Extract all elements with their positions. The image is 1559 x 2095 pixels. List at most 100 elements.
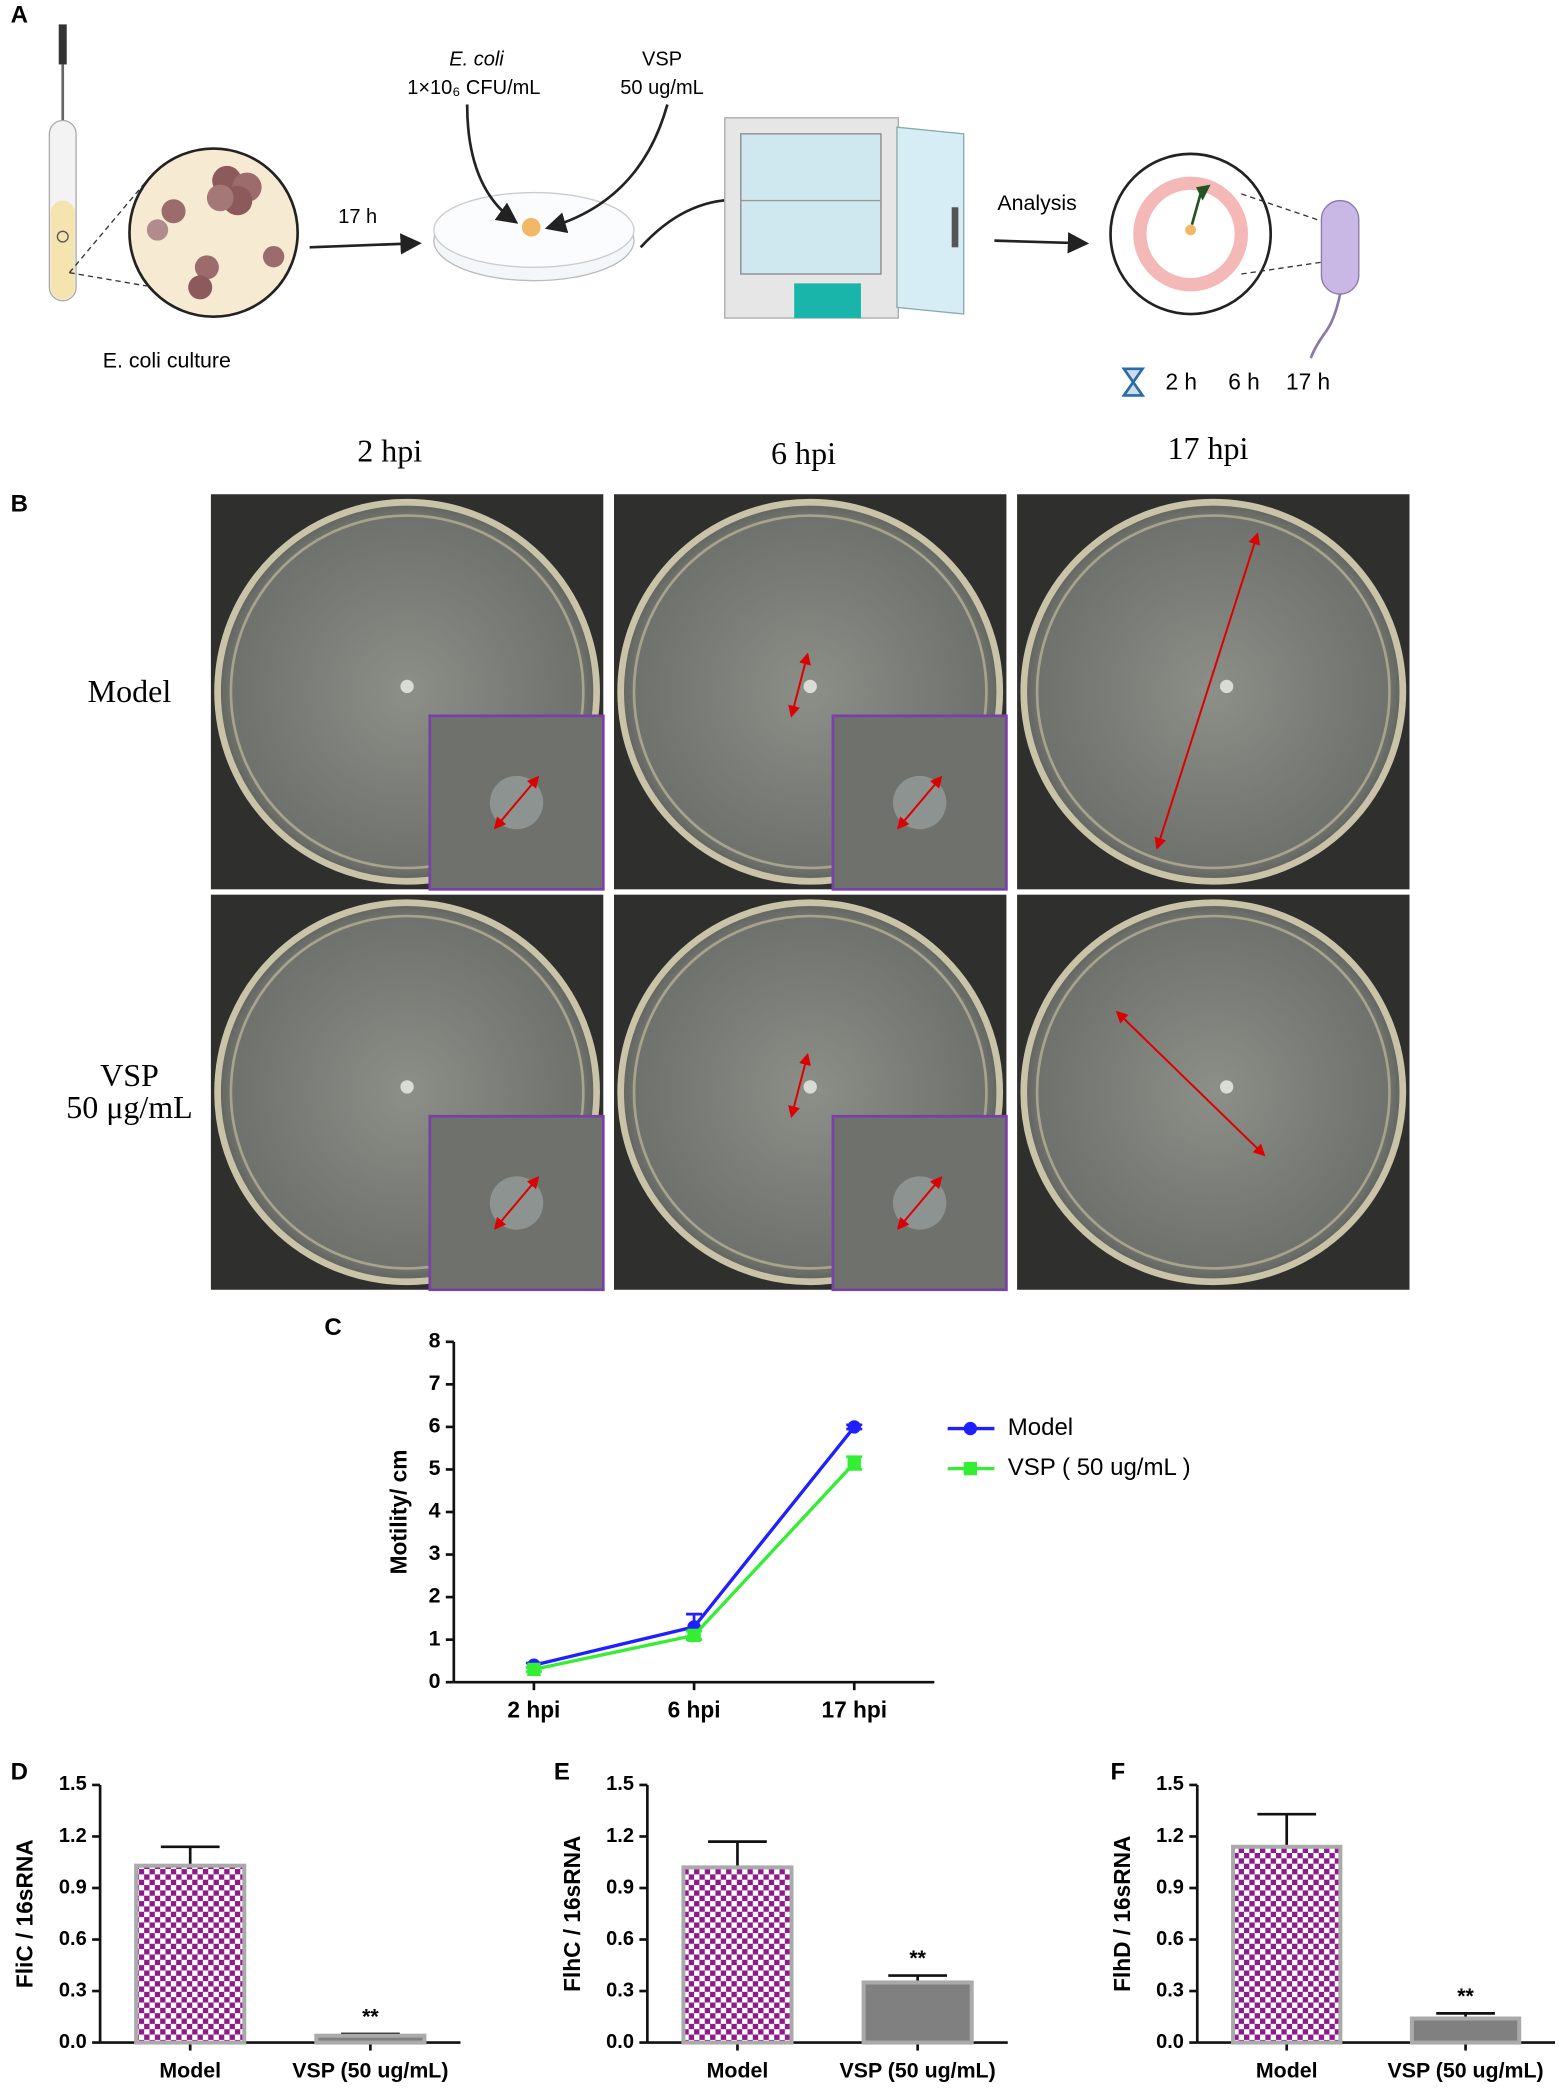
y-tick-label: 1.5 xyxy=(59,1773,87,1795)
measure-arrow xyxy=(493,775,540,830)
error-bar xyxy=(160,1845,220,1866)
measure-arrow xyxy=(493,1176,540,1230)
panel-letter: B xyxy=(11,490,28,517)
zoom-line xyxy=(69,272,147,287)
x-tick-label: Model xyxy=(1256,2059,1318,2083)
y-axis-label: Motility/ cm xyxy=(385,1450,411,1575)
measure-arrow xyxy=(788,652,811,718)
y-tick-label: 2 xyxy=(429,1584,441,1608)
y-tick-label: 0.0 xyxy=(606,2031,634,2053)
plate-rim xyxy=(229,914,585,1270)
panel-letter: F xyxy=(1111,1758,1126,1785)
y-tick-label: 0.3 xyxy=(1156,1979,1184,2001)
x-tick-label: VSP (50 ug/mL) xyxy=(292,2059,448,2083)
inoculum xyxy=(400,679,414,694)
bar xyxy=(314,2033,427,2045)
timepoint: 6 h xyxy=(1228,368,1260,394)
panel-letter: C xyxy=(324,1314,341,1341)
inset xyxy=(831,714,1008,891)
y-tick-label: 0.9 xyxy=(606,1876,634,1898)
bar xyxy=(1409,2016,1522,2045)
legend-marker xyxy=(963,1421,978,1436)
y-tick-label: 0.3 xyxy=(59,1979,87,2001)
y-axis-label: FliC / 16sRNA xyxy=(12,1839,38,1988)
point xyxy=(847,1420,861,1434)
arrow xyxy=(465,104,519,224)
test-tube xyxy=(48,24,77,302)
y-tick-label: 0.6 xyxy=(1156,1928,1184,1950)
measure-arrow xyxy=(897,1176,943,1230)
zoom-line xyxy=(68,180,148,274)
motility-plate xyxy=(1109,152,1273,316)
point xyxy=(527,1662,541,1677)
y-tick-label: 0.9 xyxy=(1156,1876,1184,1898)
y-tick-label: 1.5 xyxy=(606,1773,634,1795)
row-label: VSP xyxy=(100,1057,159,1093)
zoom-line xyxy=(1241,193,1333,226)
panel-letter: D xyxy=(11,1758,28,1785)
x-tick-label: 6 hpi xyxy=(668,1697,721,1723)
y-axis-label: FlhC / 16sRNA xyxy=(559,1836,585,1992)
column-label: 2 hpi xyxy=(357,433,422,469)
significance: ** xyxy=(1457,1984,1474,2008)
measure-arrow xyxy=(897,775,943,830)
error-bar xyxy=(708,1840,767,1868)
significance: ** xyxy=(909,1946,926,1970)
timepoint: 2 h xyxy=(1165,368,1197,394)
plate-rim xyxy=(1035,514,1391,870)
error-bar xyxy=(1257,1812,1317,1847)
annotation: VSP xyxy=(642,49,682,71)
row-label: 50 μg/mL xyxy=(66,1089,193,1125)
y-tick-label: 0.0 xyxy=(59,2031,87,2053)
y-tick-label: 5 xyxy=(429,1456,441,1480)
y-tick-label: 1 xyxy=(429,1626,441,1650)
y-tick-label: 0.3 xyxy=(606,1979,634,2001)
x-tick-label: Model xyxy=(707,2059,769,2083)
arrow xyxy=(994,232,1090,254)
plate-rim xyxy=(632,514,988,870)
y-axis-label: FlhD / 16sRNA xyxy=(1109,1836,1135,1992)
legend-marker xyxy=(963,1461,978,1476)
y-tick-label: 1.2 xyxy=(1156,1825,1184,1847)
legend-label: Model xyxy=(1008,1414,1073,1441)
row-label: Model xyxy=(88,673,172,709)
step-label: 17 h xyxy=(338,206,377,228)
annotation: E. coli xyxy=(449,49,504,71)
point xyxy=(687,1628,701,1643)
caption: E. coli culture xyxy=(103,349,231,373)
x-tick-label: VSP (50 ug/mL) xyxy=(840,2059,996,2083)
y-tick-label: 8 xyxy=(429,1328,441,1352)
culture-zoom xyxy=(128,147,299,319)
plate xyxy=(1020,498,1407,885)
step-label: Analysis xyxy=(997,191,1076,215)
plate-rim xyxy=(1035,914,1391,1270)
inoculum xyxy=(1219,679,1234,694)
y-tick-label: 0.6 xyxy=(606,1928,634,1950)
measure-arrow xyxy=(788,1052,811,1119)
measure-arrow xyxy=(1154,532,1261,850)
column-label: 17 hpi xyxy=(1167,430,1248,466)
bar xyxy=(681,1865,794,2045)
hourglass-icon xyxy=(1121,367,1146,397)
y-tick-label: 7 xyxy=(429,1371,441,1395)
y-tick-label: 0.6 xyxy=(59,1928,87,1950)
x-tick-label: 2 hpi xyxy=(507,1697,560,1723)
arrow xyxy=(309,233,422,255)
inoculum xyxy=(803,679,817,694)
x-tick-label: Model xyxy=(159,2059,221,2083)
annotation: 1×10₆ CFU/mL xyxy=(407,77,540,99)
zoom-line xyxy=(1241,259,1333,275)
measure-arrow xyxy=(1115,1010,1266,1157)
x-tick-label: VSP (50 ug/mL) xyxy=(1387,2059,1543,2083)
bar xyxy=(1231,1844,1343,2045)
y-tick-label: 0 xyxy=(429,1669,441,1693)
y-tick-label: 0.0 xyxy=(1156,2031,1184,2053)
y-tick-label: 6 xyxy=(429,1414,441,1438)
inoculum xyxy=(1219,1080,1234,1094)
panel-letter: E xyxy=(554,1758,570,1785)
y-tick-label: 0.9 xyxy=(59,1876,87,1898)
y-tick-label: 1.2 xyxy=(606,1825,634,1847)
photo-grid xyxy=(210,494,1410,1292)
